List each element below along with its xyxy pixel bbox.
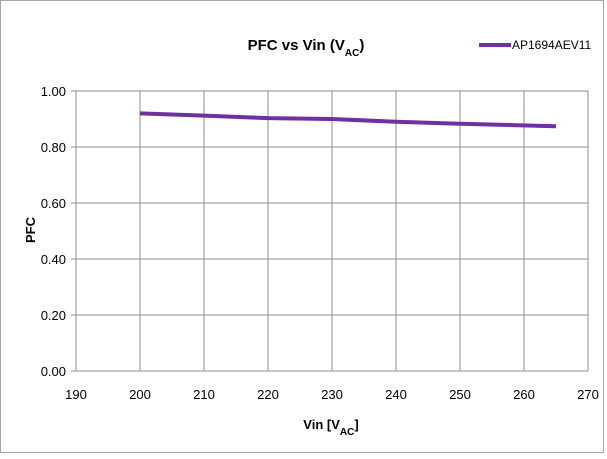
- y-tick-label: 0.20: [41, 308, 66, 323]
- x-axis-title-suffix: ]: [354, 417, 358, 432]
- y-tick-label: 0.80: [41, 140, 66, 155]
- chart-title-main: PFC vs Vin (V: [248, 37, 345, 54]
- x-tick-label: 220: [257, 387, 279, 402]
- x-axis-title-subscript: AC: [340, 427, 354, 438]
- x-tick-labels: 190 200 210 220 230 240 250 260 270: [65, 387, 599, 402]
- legend-label: AP1694AEV11: [512, 38, 591, 52]
- x-tick-label: 260: [513, 387, 535, 402]
- y-tick-label: 1.00: [41, 84, 66, 99]
- x-tick-label: 240: [385, 387, 407, 402]
- legend: AP1694AEV11: [479, 38, 591, 52]
- x-tick-label: 250: [449, 387, 471, 402]
- y-tick-label: 0.60: [41, 196, 66, 211]
- y-tick-label: 0.00: [41, 364, 66, 379]
- x-axis-title-main: Vin [V: [303, 417, 340, 432]
- chart-title: PFC vs Vin (VAC): [248, 37, 365, 59]
- x-tick-label: 190: [65, 387, 87, 402]
- x-axis-title: Vin [VAC]: [303, 417, 358, 438]
- y-tick-labels: 0.00 0.20 0.40 0.60 0.80 1.00: [41, 84, 66, 379]
- x-tick-label: 210: [193, 387, 215, 402]
- chart-title-suffix: ): [359, 37, 364, 54]
- x-tick-label: 270: [577, 387, 599, 402]
- gridlines: [71, 90, 589, 372]
- chart-title-subscript: AC: [345, 48, 359, 59]
- y-axis-title: PFC: [23, 216, 38, 243]
- x-tick-label: 230: [321, 387, 343, 402]
- x-tick-label: 200: [129, 387, 151, 402]
- series-line: [139, 111, 557, 129]
- series-layer: [139, 111, 557, 129]
- y-tick-label: 0.40: [41, 252, 66, 267]
